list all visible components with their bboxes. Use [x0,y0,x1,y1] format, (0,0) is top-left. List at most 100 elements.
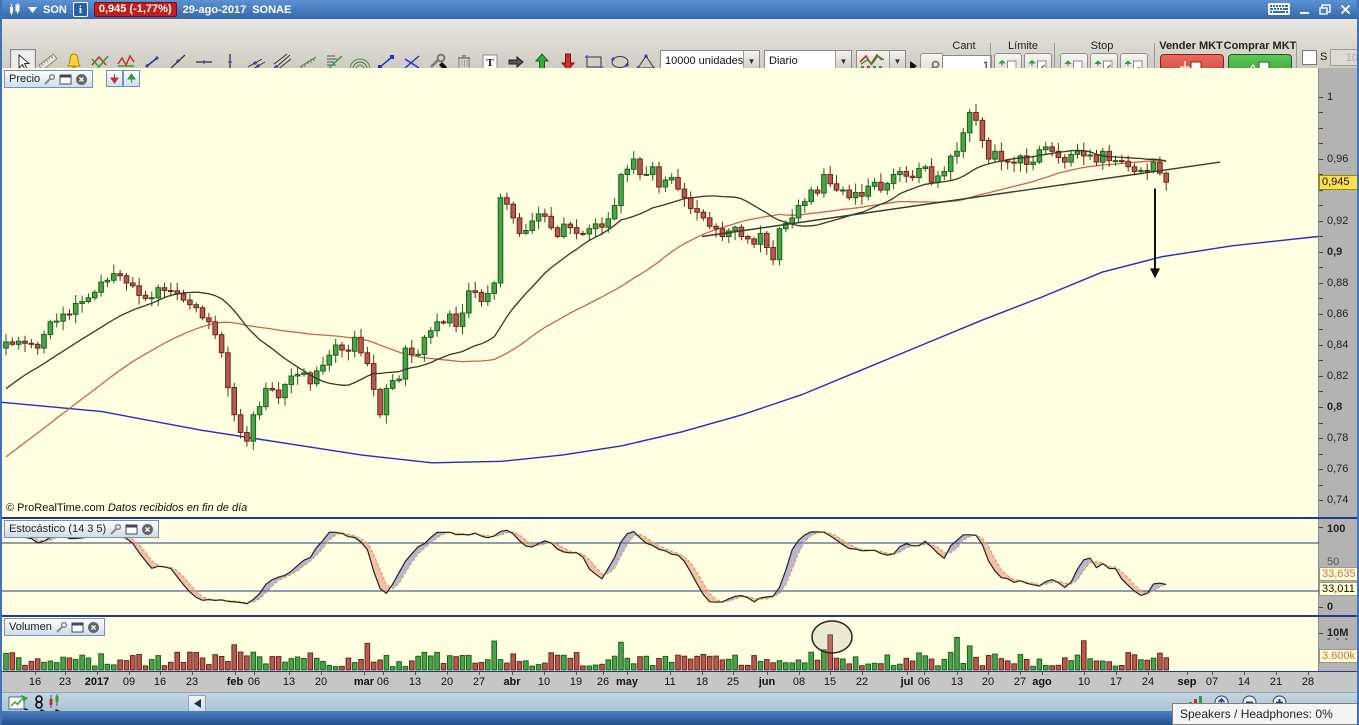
close-icon[interactable] [75,73,88,86]
buy-arrow-button[interactable] [123,70,140,87]
date-axis-tick [1148,672,1149,675]
tool-ruler-measure[interactable] [36,49,60,75]
toolbar: T 10000 unidades ▼ Diario ▼ ▼ Cant Límit… [2,19,1357,88]
stochastic-chart[interactable] [2,519,1319,615]
tool-short-segment[interactable] [140,49,164,75]
price-axis-label: 0,88 [1327,277,1349,289]
detach-window-icon[interactable] [71,621,84,634]
wrench-icon[interactable] [43,73,56,86]
link-charts-icon[interactable] [33,694,46,711]
period-selector[interactable]: Diario ▼ [764,50,852,72]
price-axis-tick [1319,376,1323,377]
tool-pattern-detector[interactable] [88,49,112,75]
link-instrument-icon[interactable] [47,694,62,711]
chevron-down-icon[interactable]: ▼ [835,51,851,71]
instrument-candle-icon[interactable] [8,3,22,16]
s-label: S [1320,51,1328,63]
date-axis-tick [544,672,545,675]
price-axis-tick [1319,314,1323,315]
date-axis-tick [65,672,66,675]
stochastic-panel-background[interactable] [2,519,1319,615]
date-axis-tick [364,672,365,675]
restore-button[interactable] [1319,3,1331,15]
tool-horizontal-line[interactable] [192,49,216,75]
tool-delete-drawings[interactable] [452,49,476,75]
detach-window-icon[interactable] [125,523,138,536]
detach-window-icon[interactable] [59,73,72,86]
tool-crossed-lines[interactable] [400,49,424,75]
date-axis-tick [1276,672,1277,675]
instrument-dropdown-caret[interactable] [28,6,37,13]
date-axis-label: 10 [1077,676,1091,688]
chevron-down-icon[interactable]: ▼ [889,51,905,71]
volume-ellipse-annotation [811,620,853,654]
close-icon[interactable] [87,621,100,634]
date-axis-label: 13 [282,676,296,688]
volume-chart[interactable] [2,617,1319,671]
svg-text:T: T [486,57,494,69]
date-axis-tick [447,672,448,675]
keyboard-icon[interactable] [1268,2,1290,16]
sell-arrow-button[interactable] [106,70,123,87]
tool-trend-line[interactable] [166,49,190,75]
date-axis-tick [627,672,628,675]
s-value-field[interactable]: 10 [1330,49,1357,66]
close-icon[interactable] [141,523,154,536]
stochastic-panel-title: Estocástico (14 3 5) [9,523,107,535]
stop-checkbox[interactable] [1302,50,1317,65]
chart-style-button[interactable]: ▼ [856,50,906,72]
date-axis-label: 28 [1301,676,1315,688]
date-axis-label: 20 [981,676,995,688]
date-axis-label: 06 [917,676,931,688]
date-axis-tick [512,672,513,675]
stochastic-panel-tab[interactable]: Estocástico (14 3 5) [4,520,160,538]
date-axis-tick [235,672,236,675]
tool-ellipse-shape[interactable] [608,49,632,75]
chevron-down-icon[interactable]: ▼ [743,51,759,71]
divider [1296,43,1297,81]
info-icon[interactable]: i [72,2,88,17]
data-status-text: Datos recibidos en fin de día [107,502,248,514]
date-axis-tick [1244,672,1245,675]
price-axis-tick [1319,252,1323,253]
tool-annotation-list[interactable] [322,49,346,75]
period-selector-value: Diario [769,55,798,67]
wrench-icon[interactable] [109,523,122,536]
date-axis-tick [321,672,322,675]
volume-panel-tab[interactable]: Volumen [4,618,105,636]
tool-text-note[interactable]: T [478,49,502,75]
tool-arrow-down-marker[interactable] [556,49,580,75]
scroll-left-button[interactable] [188,695,206,712]
detach-chart-icon[interactable] [8,694,30,711]
price-axis-label: 1 [1327,91,1334,103]
tool-zigzag-indicator[interactable] [114,49,138,75]
tool-rectangle-shape[interactable] [582,49,606,75]
panel-separator[interactable] [2,517,1357,519]
minimize-button[interactable] [1299,4,1310,15]
price-chart[interactable] [2,68,1319,517]
unit-selector[interactable]: 10000 unidades ▼ [660,50,760,72]
date-axis-label: 16 [28,676,42,688]
copyright-line: © ProRealTime.com Datos recibidos en fin… [6,502,247,514]
tool-fibonacci-arcs[interactable] [348,49,372,75]
date-axis-label: ago [1032,676,1052,688]
date-axis-tick [254,672,255,675]
system-volume-tooltip: Speakers / Headphones: 0% [1172,703,1357,725]
wrench-icon[interactable] [55,621,68,634]
panel-separator[interactable] [2,615,1357,617]
close-button[interactable] [1340,4,1351,15]
price-panel-background[interactable] [2,68,1319,517]
bottom-status-bar [2,692,1357,712]
tool-regression-trend[interactable] [296,49,320,75]
instrument-name: SONAE [252,3,292,16]
tool-vertical-line[interactable] [218,49,242,75]
date-axis[interactable]: 16 23 2017 09 16 23 feb 06 13 20 mar 06 13 20 27 abr 10 1… [2,671,1357,693]
tool-arrow-right-marker[interactable] [504,49,528,75]
date-axis-tick [415,672,416,675]
price-change-badge: 0,945 (-1,77%) [93,2,177,17]
date-axis-tick [289,672,290,675]
price-panel-tab[interactable]: Precio [4,70,94,88]
date-axis-tick [576,672,577,675]
tool-measure-segment[interactable] [374,49,398,75]
price-axis-label: 0,96 [1327,153,1349,165]
